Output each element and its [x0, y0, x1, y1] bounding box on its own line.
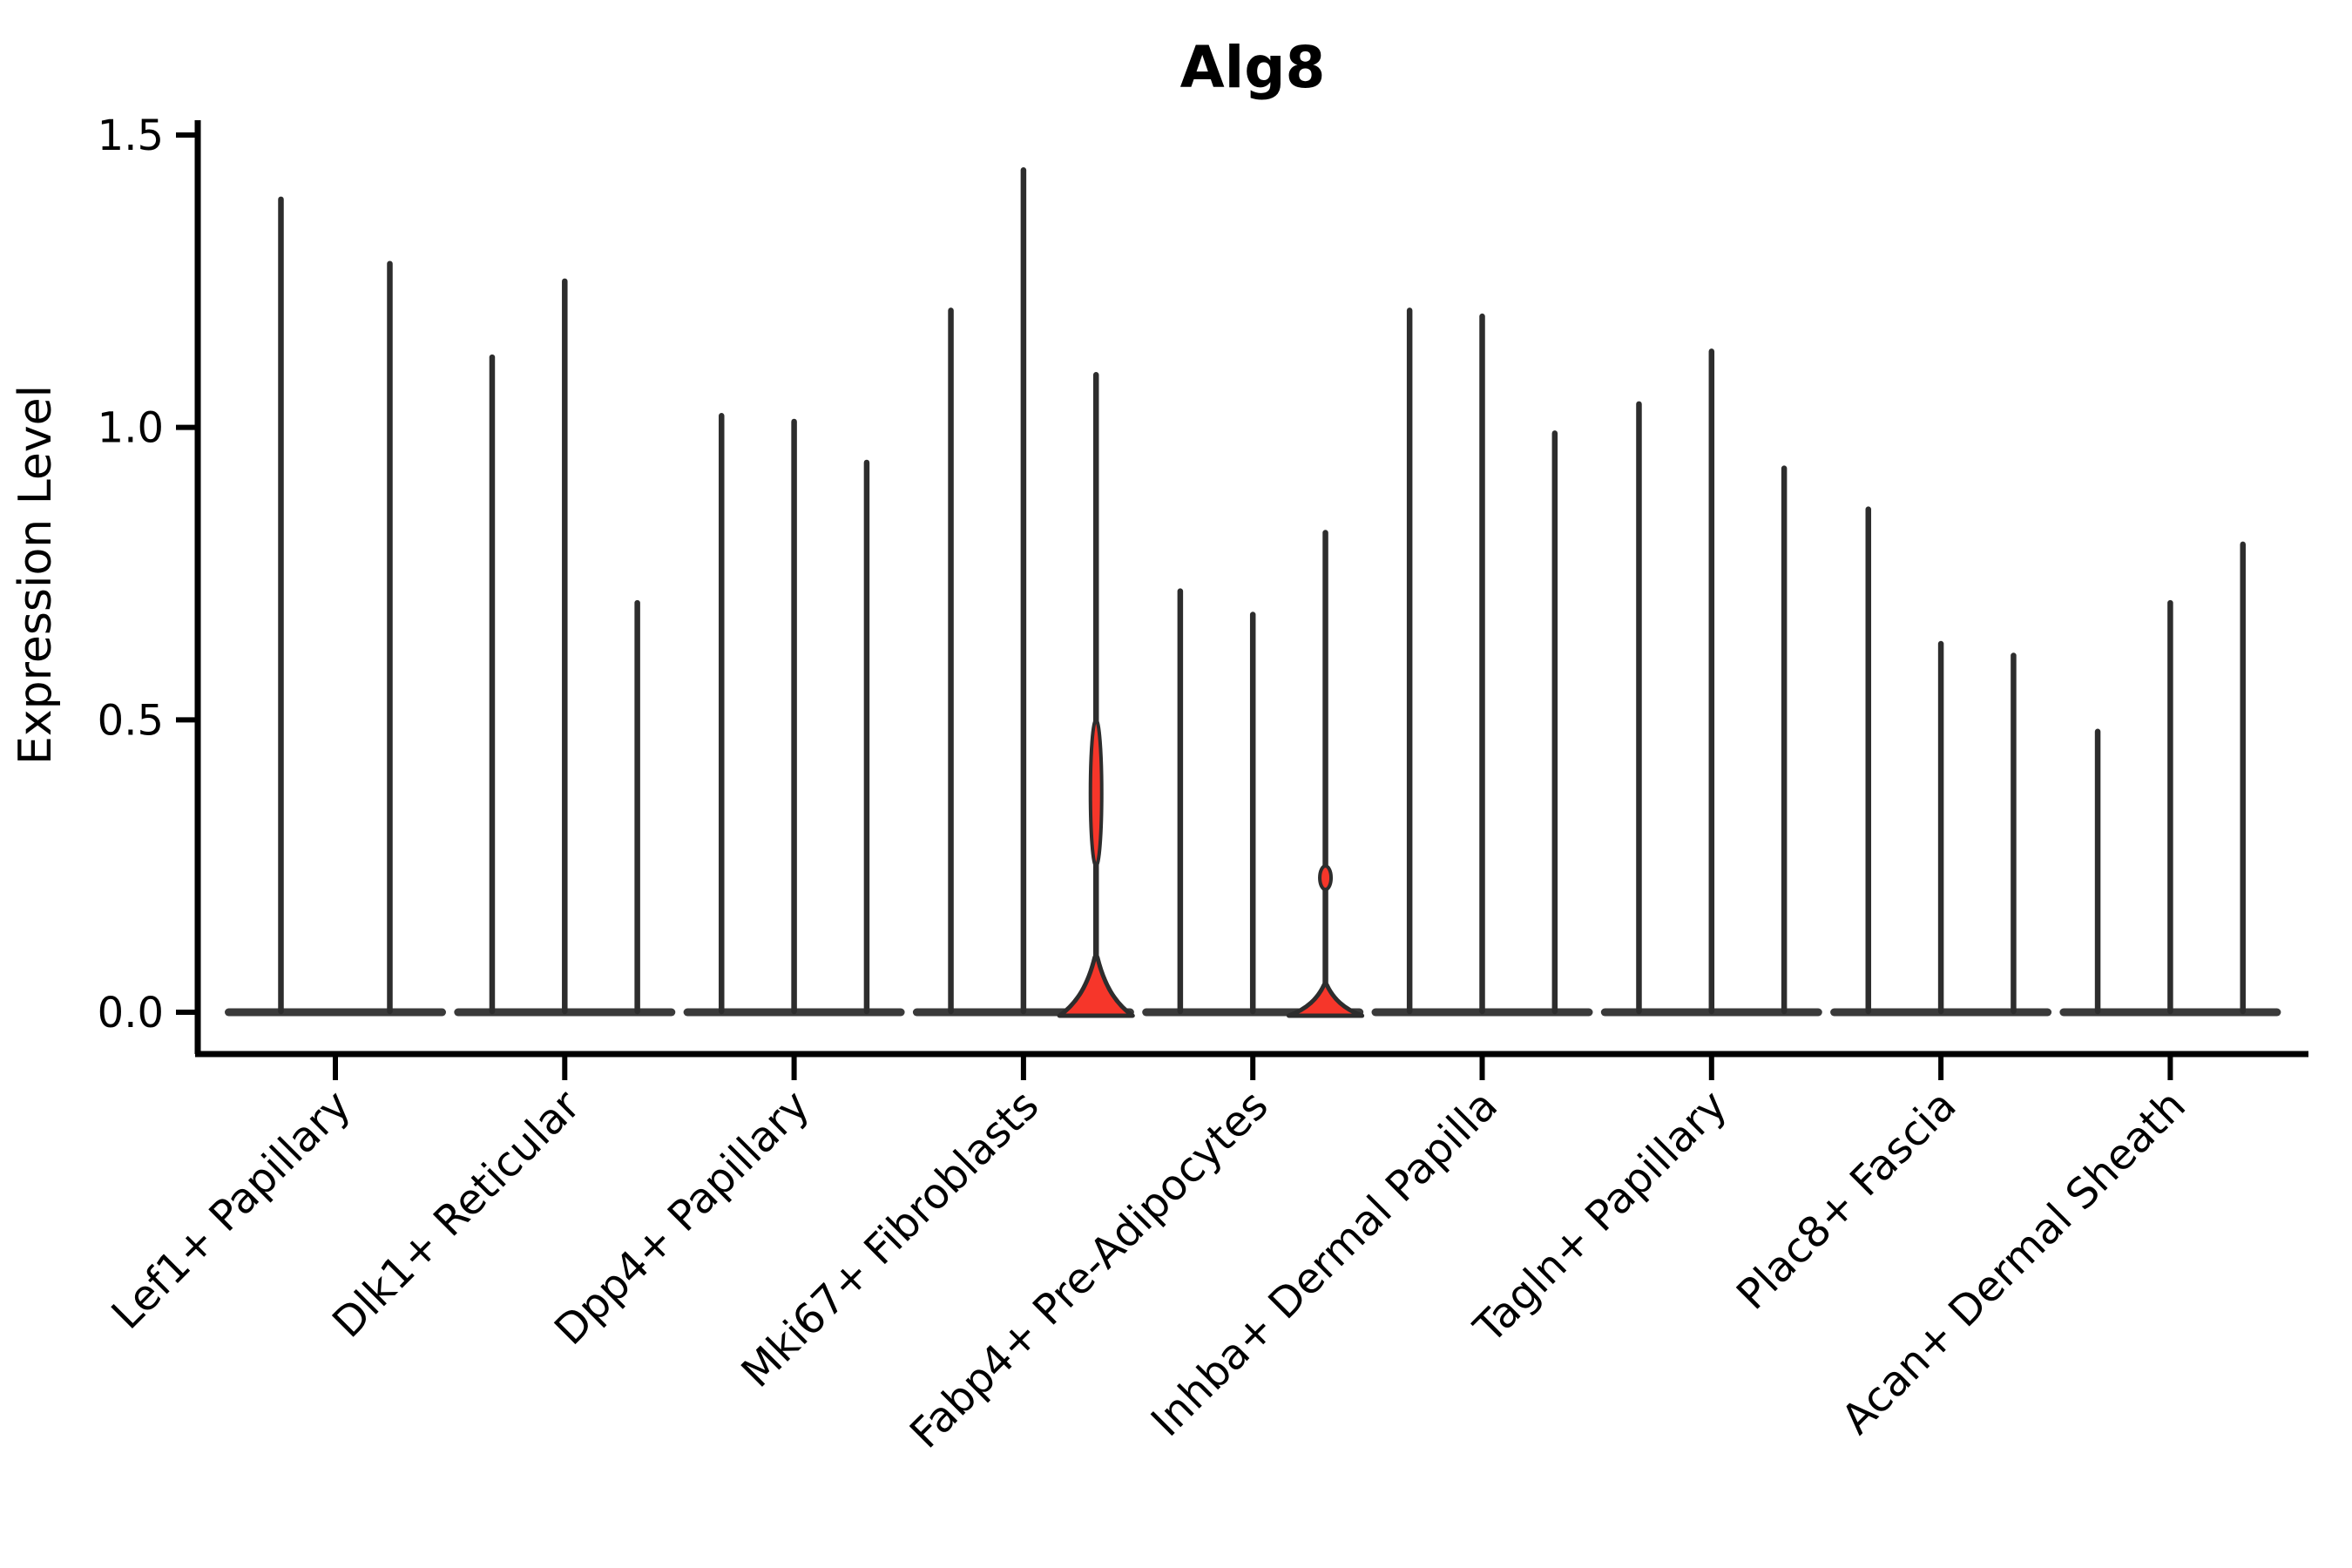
y-tick-label: 0.0 — [98, 989, 164, 1037]
highlighted-violin-core — [1318, 864, 1334, 892]
x-tick-label: Plac8+ Fascia — [1727, 1081, 1966, 1320]
x-tick-label: Dpp4+ Papillary — [545, 1081, 819, 1355]
violin-base — [225, 1008, 446, 1017]
axes-layer — [176, 120, 2308, 1080]
y-tick-label: 1.0 — [98, 404, 164, 453]
highlighted-violin-body — [1057, 955, 1135, 1018]
y-axis-label: Expression Level — [10, 385, 62, 765]
x-tick-label: Dlk1+ Reticular — [323, 1081, 590, 1348]
y-tick-label: 0.5 — [98, 696, 164, 745]
highlighted-violin-body — [1286, 982, 1365, 1018]
x-tick-label: Lef1+ Papillary — [103, 1081, 361, 1339]
x-tick-label: Tagln+ Papillary — [1464, 1081, 1736, 1353]
chart-title: Alg8 — [1180, 34, 1326, 101]
violins-layer — [225, 167, 2281, 1018]
y-tick-label: 1.5 — [98, 112, 164, 160]
highlighted-violin-core — [1088, 718, 1104, 868]
